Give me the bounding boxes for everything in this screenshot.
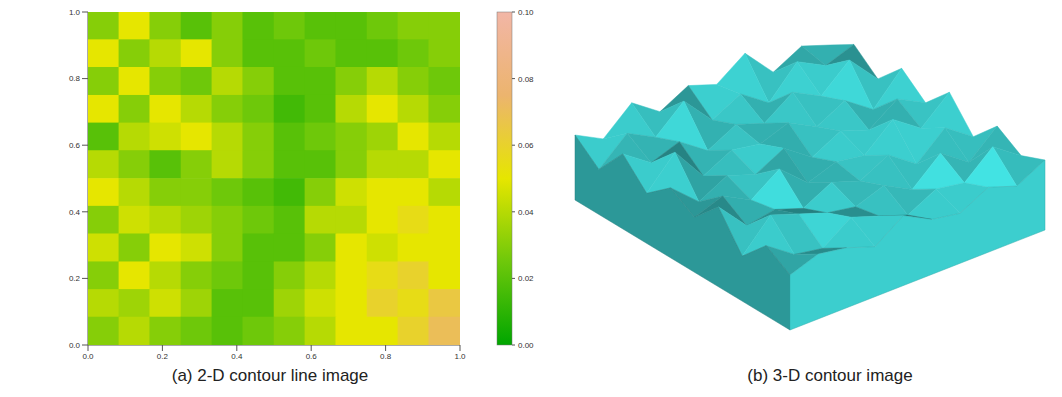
- svg-text:0.00: 0.00: [518, 341, 534, 350]
- svg-text:0.4: 0.4: [69, 208, 81, 217]
- html-text:(b) 3-D contour image: (b) 3-D contour image: [747, 366, 913, 385]
- svg-text:1.0: 1.0: [454, 352, 466, 361]
- svg-text:0.2: 0.2: [69, 274, 81, 283]
- svg-text:0.6: 0.6: [69, 141, 81, 150]
- svg-text:0.4: 0.4: [231, 352, 243, 361]
- svg-text:0.06: 0.06: [518, 141, 534, 150]
- html-text:(a) 2-D contour line image: (a) 2-D contour line image: [171, 366, 369, 385]
- svg-text:0.04: 0.04: [518, 208, 534, 217]
- svg-text:0.6: 0.6: [306, 352, 318, 361]
- svg-text:1.0: 1.0: [69, 8, 81, 17]
- svg-text:0.0: 0.0: [82, 352, 94, 361]
- svg-text:0.08: 0.08: [518, 75, 534, 84]
- svg-text:0.0: 0.0: [69, 341, 81, 350]
- svg-text:0.8: 0.8: [380, 352, 392, 361]
- svg-text:0.8: 0.8: [69, 74, 81, 83]
- svg-text:0.10: 0.10: [518, 8, 534, 17]
- svg-text:0.2: 0.2: [157, 352, 169, 361]
- svg-text:0.02: 0.02: [518, 274, 534, 283]
